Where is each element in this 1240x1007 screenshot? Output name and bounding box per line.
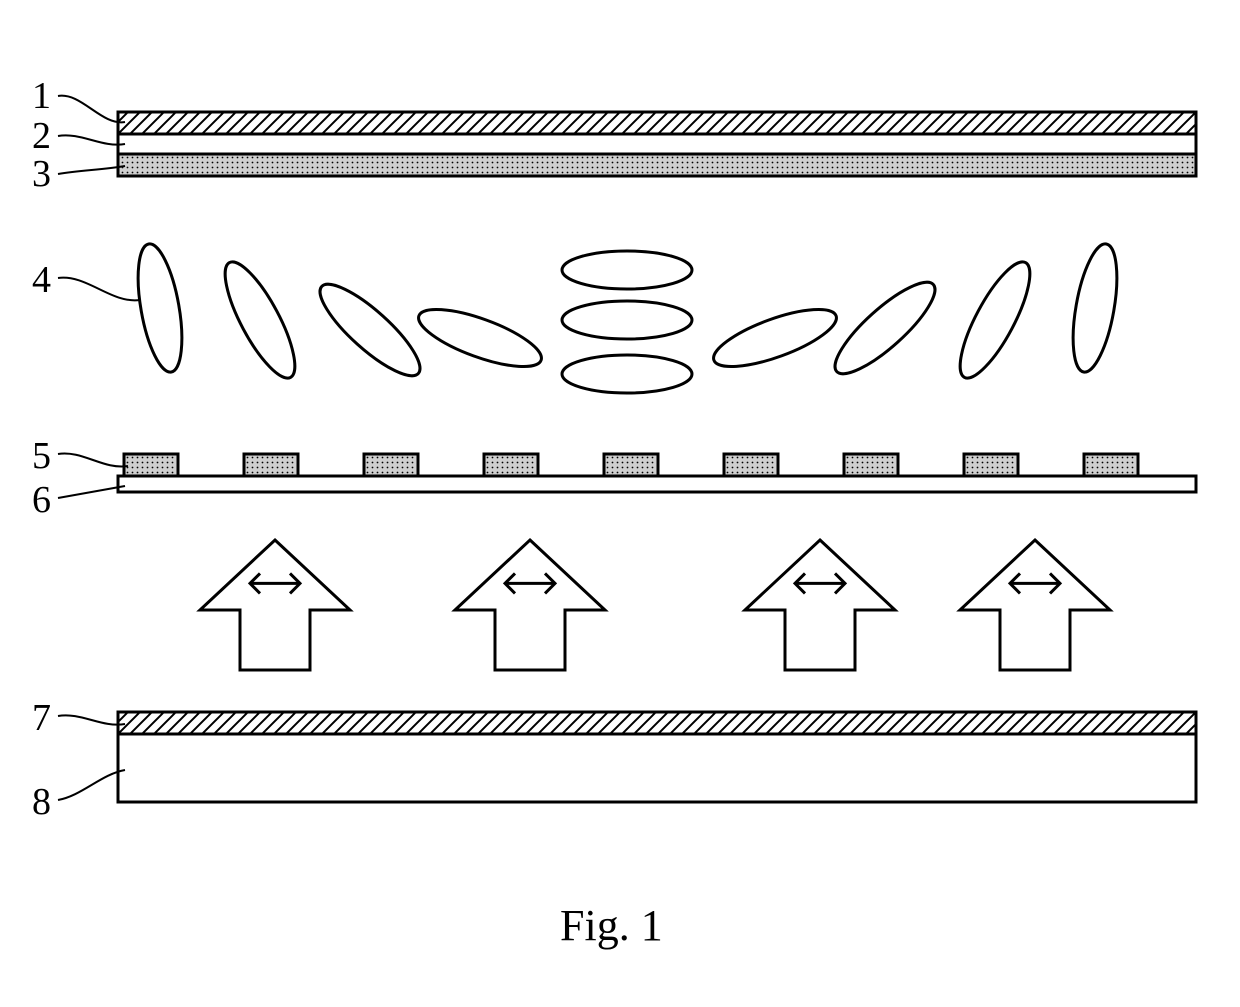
light-arrow bbox=[455, 540, 605, 670]
lc-ellipse bbox=[707, 298, 842, 378]
label-7: 7 bbox=[32, 696, 51, 740]
layer-1 bbox=[118, 112, 1196, 134]
lc-ellipse bbox=[562, 251, 692, 289]
light-arrow bbox=[960, 540, 1110, 670]
layer-3 bbox=[118, 154, 1196, 176]
lc-ellipse bbox=[309, 272, 431, 387]
electrode bbox=[364, 454, 418, 476]
lc-ellipse bbox=[562, 355, 692, 393]
callout-leader bbox=[58, 96, 125, 123]
callout-leader bbox=[58, 135, 125, 144]
electrode bbox=[124, 454, 178, 476]
electrode bbox=[604, 454, 658, 476]
light-arrow bbox=[745, 540, 895, 670]
electrode bbox=[1084, 454, 1138, 476]
electrode bbox=[244, 454, 298, 476]
callout-leader bbox=[58, 278, 140, 301]
label-5: 5 bbox=[32, 434, 51, 478]
lc-ellipse bbox=[412, 298, 547, 378]
label-6: 6 bbox=[32, 478, 51, 522]
callout-leader bbox=[58, 453, 128, 466]
label-1: 1 bbox=[32, 74, 51, 118]
lc-ellipse bbox=[824, 270, 946, 385]
figure-caption: Fig. 1 bbox=[560, 900, 663, 951]
lc-ellipse bbox=[948, 254, 1043, 387]
callout-leader bbox=[58, 715, 125, 724]
electrode bbox=[844, 454, 898, 476]
callout-leader bbox=[58, 166, 125, 174]
diagram-svg bbox=[0, 0, 1240, 1007]
lc-ellipse bbox=[1065, 241, 1125, 376]
layer-2 bbox=[118, 134, 1196, 154]
callout-leader bbox=[58, 486, 125, 498]
electrode bbox=[724, 454, 778, 476]
layer-8 bbox=[118, 734, 1196, 802]
layer-6 bbox=[118, 476, 1196, 492]
label-8: 8 bbox=[32, 780, 51, 824]
label-4: 4 bbox=[32, 258, 51, 302]
figure-canvas: 1 2 3 4 5 6 7 8 Fig. 1 bbox=[0, 0, 1240, 1007]
electrode bbox=[484, 454, 538, 476]
electrode bbox=[964, 454, 1018, 476]
lc-ellipse bbox=[213, 254, 308, 387]
layer-7 bbox=[118, 712, 1196, 734]
lc-ellipse bbox=[562, 301, 692, 339]
label-3: 3 bbox=[32, 152, 51, 196]
light-arrow bbox=[200, 540, 350, 670]
lc-ellipse bbox=[130, 241, 190, 376]
callout-leader bbox=[58, 770, 125, 800]
